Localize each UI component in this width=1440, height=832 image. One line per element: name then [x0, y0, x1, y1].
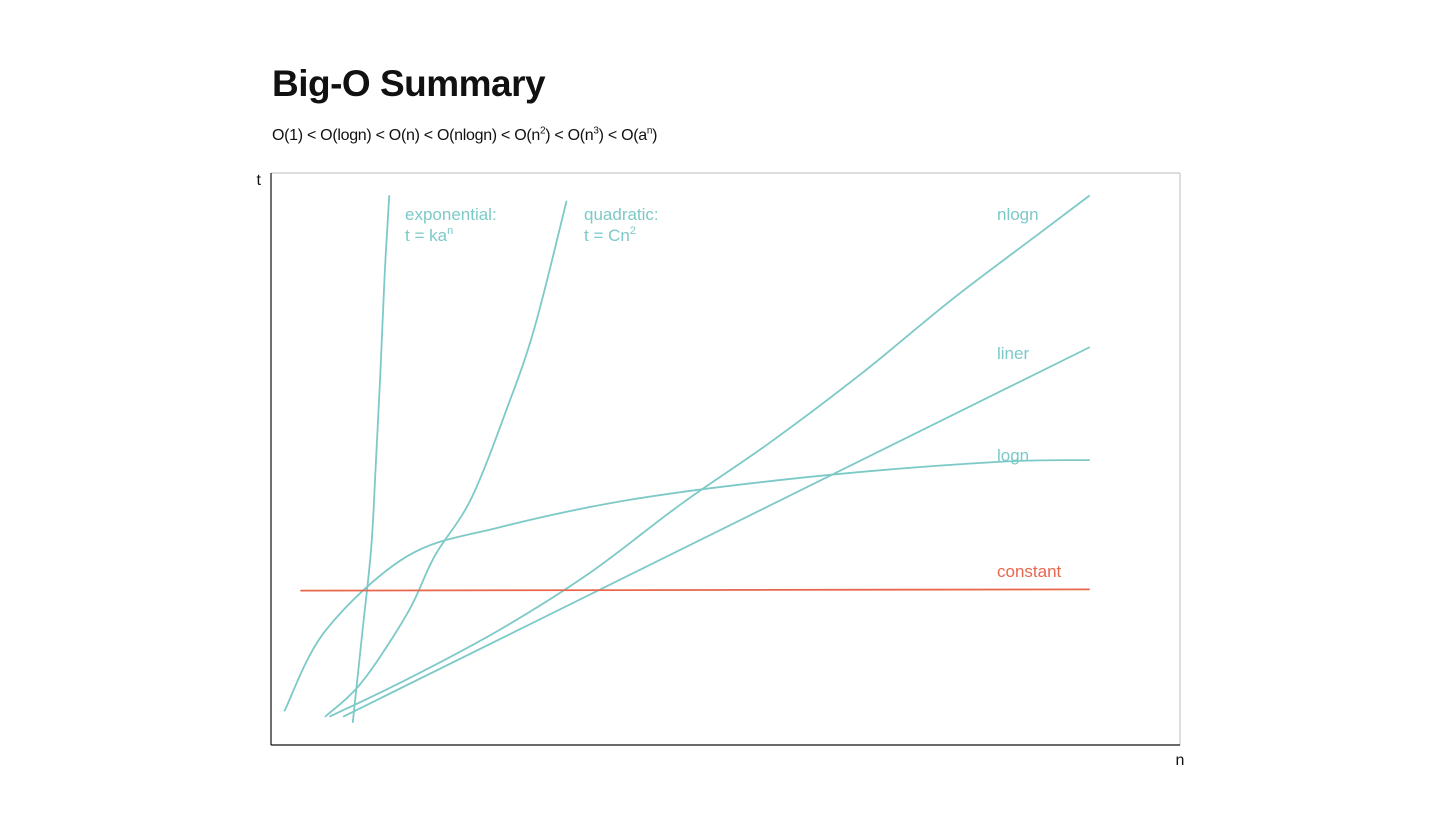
- order-separator: <: [306, 127, 317, 144]
- order-term-exponential-exponent: n: [646, 125, 653, 137]
- complexity-order-formula: O(1) < O(logn) < O(n) < O(nlogn) < O(n2)…: [272, 126, 657, 146]
- order-term-n: O(n): [388, 127, 420, 144]
- order-separator: <: [607, 127, 617, 144]
- order-term-n-squared-exponent: 2: [539, 125, 546, 137]
- series-label-linear: liner: [997, 344, 1029, 363]
- order-separator: <: [554, 127, 564, 144]
- series-label-logn: logn: [997, 446, 1029, 465]
- order-term-constant: O(1): [272, 127, 303, 144]
- order-term-n-cubed-base: O(n: [567, 127, 594, 144]
- series-line-quadratic: [324, 200, 568, 718]
- order-term-n-cubed-close: ): [598, 127, 604, 144]
- order-term-n-squared-base: O(n: [514, 127, 540, 144]
- series-formula-base-exponential: t = ka: [405, 226, 448, 245]
- chart-curves: [283, 195, 1090, 723]
- order-term-exponential: O(an): [621, 125, 658, 144]
- series-label-quadratic: quadratic:: [584, 205, 659, 224]
- series-label-nlogn: nlogn: [997, 205, 1039, 224]
- order-term-exponential-base: O(a: [621, 127, 647, 144]
- series-label-constant: constant: [997, 562, 1062, 581]
- order-separator: <: [375, 127, 385, 144]
- series-line-logn: [283, 459, 1090, 712]
- x-axis-label: n: [1176, 752, 1185, 769]
- series-formula-base-quadratic: t = Cn: [584, 226, 630, 245]
- y-axis-label: t: [257, 172, 262, 189]
- order-term-exponential-close: ): [652, 127, 658, 144]
- order-term-n-squared-close: ): [545, 127, 551, 144]
- order-term-logn: O(logn): [320, 127, 372, 144]
- order-separator: <: [500, 127, 511, 144]
- order-separator: <: [423, 127, 433, 144]
- series-formula-quadratic: t = Cn2: [584, 225, 636, 245]
- order-term-n-cubed-exponent: 3: [593, 125, 599, 137]
- series-label-exponential: exponential:: [405, 205, 497, 224]
- series-formula-exponent-exponential: n: [447, 225, 453, 237]
- order-term-nlogn: O(nlogn): [436, 127, 497, 144]
- page-title: Big-O Summary: [272, 63, 546, 104]
- order-term-n-cubed: O(n3): [567, 125, 604, 144]
- order-term-n-squared: O(n2): [514, 125, 551, 144]
- series-line-exponential: [351, 195, 391, 723]
- chart-frame: tn: [257, 172, 1185, 769]
- series-line-nlogn: [329, 195, 1090, 718]
- series-line-linear: [342, 346, 1090, 718]
- series-formula-exponential: t = kan: [405, 225, 453, 245]
- series-line-constant: [300, 588, 1090, 592]
- series-formula-exponent-quadratic: 2: [630, 225, 636, 237]
